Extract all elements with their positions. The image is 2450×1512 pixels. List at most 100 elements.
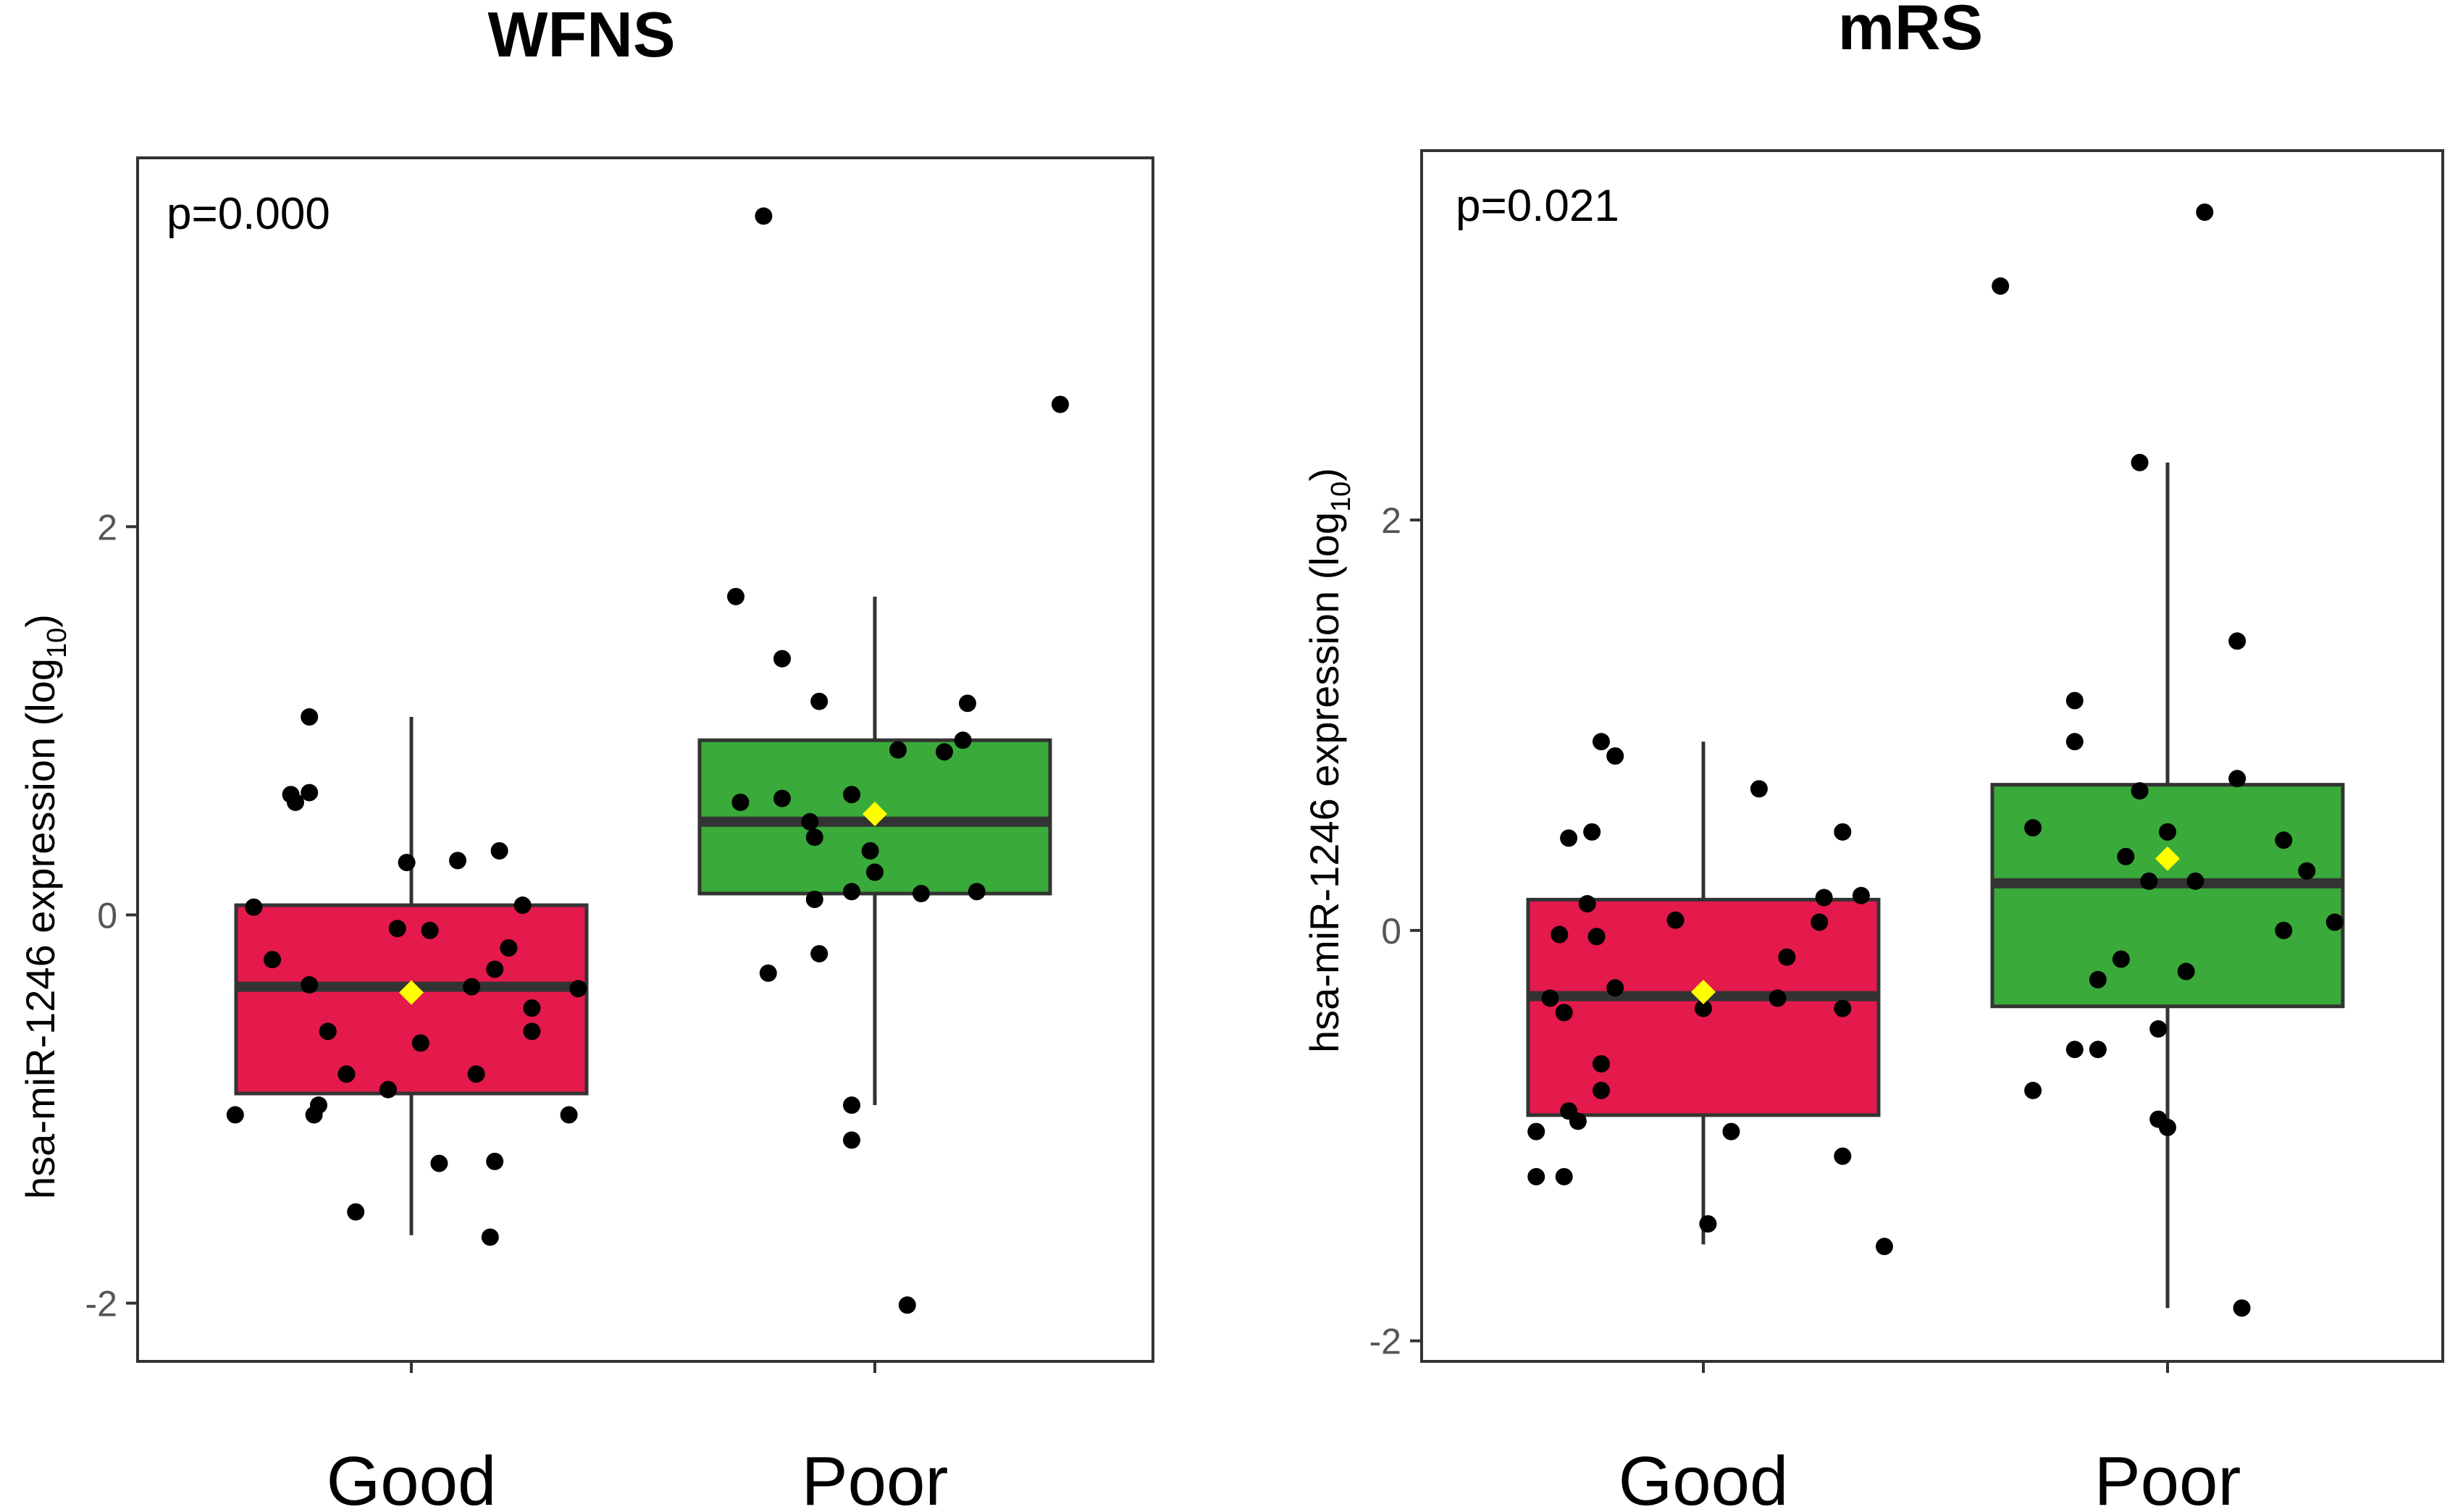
mrs-good-data-point [1592, 1081, 1610, 1099]
wfns-category-good: Good [327, 1442, 497, 1512]
mrs-poor-data-point [2065, 692, 2084, 710]
wfns-poor-data-point [936, 743, 953, 761]
wfns-good-data-point [379, 1080, 397, 1099]
mrs-good-data-point [1834, 999, 1852, 1017]
mrs-poor-data-point [2275, 921, 2293, 939]
wfns-good-data-point [347, 1203, 365, 1221]
mrs-ytick-label: -2 [1369, 1322, 1401, 1362]
wfns-poor-data-point [731, 793, 750, 811]
wfns-good-data-point [513, 896, 532, 915]
wfns-good-data-point [421, 921, 439, 939]
wfns-poor-data-point [843, 786, 860, 804]
mrs-poor-box [1990, 783, 2345, 1009]
mrs-good-data-point [1666, 911, 1685, 929]
mrs-good-data-point [1875, 1238, 1893, 1256]
mrs-poor-data-point [2228, 770, 2246, 788]
mrs-poor-data-point [2089, 970, 2107, 988]
wfns-good-data-point [463, 978, 481, 996]
mrs-poor-data-point [1992, 277, 2010, 295]
wfns-poor-data-point [913, 884, 930, 902]
mrs-good-data-point [1560, 829, 1578, 847]
wfns-poor-data-point [959, 694, 976, 713]
mrs-poor-data-point [2024, 819, 2042, 837]
wfns-poor-data-point [843, 1096, 860, 1114]
mrs-ylabel: hsa-miR-1246 expression (log10) [1301, 468, 1356, 1053]
mrs-good-data-point [1606, 747, 1624, 765]
wfns-good-data-point [226, 1106, 244, 1124]
mrs-poor-data-point [2140, 872, 2158, 890]
mrs-poor-data-point [2177, 962, 2195, 980]
wfns-good-data-point [319, 1022, 337, 1041]
wfns-poor-data-point [861, 841, 879, 860]
wfns-poor-data-point [810, 692, 828, 710]
wfns-poor-data-point [843, 1131, 860, 1149]
mrs-poor-data-point [2196, 203, 2214, 222]
wfns-poor-data-point [889, 741, 907, 759]
wfns-good-mean-marker [399, 980, 424, 1005]
mrs-ylabel-text: hsa-miR-1246 expression (log10) [1301, 468, 1356, 1053]
mrs-poor-data-point [2065, 733, 2084, 751]
mrs-good-data-point [1583, 823, 1601, 841]
wfns-good-data-point [310, 1096, 327, 1114]
wfns-good-data-point [490, 841, 508, 860]
wfns-good-data-point [301, 975, 319, 994]
mrs-plot-frame [1420, 149, 2444, 1363]
wfns-good-data-point [523, 999, 541, 1017]
wfns-panel: WFNS hsa-miR-1246 expression (log10) -2 0… [17, 0, 1154, 1512]
mrs-good-data-point [1551, 925, 1569, 944]
wfns-good-data-point [500, 939, 518, 957]
mrs-poor-data-point [2131, 782, 2149, 800]
mrs-poor-data-point [2065, 1041, 2084, 1059]
wfns-good-data-point [337, 1065, 356, 1083]
mrs-good-data-point [1592, 1055, 1610, 1073]
mrs-good-data-point [1555, 1167, 1573, 1185]
mrs-p-value: p=0.021 [1456, 181, 1619, 231]
mrs-poor-data-point [2275, 831, 2293, 849]
mrs-good-data-point [1769, 989, 1787, 1007]
wfns-good-data-point [398, 854, 416, 872]
mrs-good-data-point [1606, 979, 1624, 997]
mrs-good-data-point [1722, 1122, 1740, 1141]
mrs-poor-data-point [2024, 1081, 2042, 1099]
mrs-good-data-point [1578, 895, 1596, 913]
mrs-good-data-point [1815, 889, 1833, 907]
wfns-poor-data-point [805, 828, 823, 847]
mrs-good-data-point [1778, 948, 1796, 966]
wfns-poor-data-point [898, 1296, 916, 1314]
mrs-good-data-point [1695, 999, 1712, 1017]
mrs-good-mean-marker [1691, 979, 1716, 1004]
wfns-good-data-point [486, 960, 504, 978]
wfns-ytick-label: 0 [97, 895, 117, 936]
mrs-poor-data-point [2131, 453, 2149, 471]
wfns-poor-data-point [773, 789, 791, 807]
wfns-good-data-point [287, 793, 304, 811]
mrs-poor-data-point [2228, 632, 2246, 650]
wfns-poor-data-point [773, 650, 791, 668]
mrs-good-data-point [1527, 1167, 1545, 1185]
mrs-poor-data-point [2233, 1299, 2251, 1317]
wfns-p-value: p=0.000 [167, 189, 330, 239]
wfns-poor-data-point [954, 731, 972, 749]
mrs-ytick-label: 2 [1381, 500, 1401, 541]
wfns-poor-data-point [801, 812, 819, 831]
mrs-good-data-point [1555, 1004, 1573, 1022]
mrs-poor-data-point [2325, 913, 2344, 931]
wfns-poor-mean-marker [863, 802, 887, 827]
wfns-poor-data-point [1052, 395, 1069, 413]
mrs-panel: mRS hsa-miR-1246 expression (log10) -2 0 2… [1301, 0, 2444, 1512]
wfns-good-data-point [411, 1034, 429, 1052]
mrs-poor-data-point [2159, 823, 2176, 841]
wfns-poor-data-point [759, 964, 777, 982]
mrs-poor-data-point [2112, 950, 2130, 968]
mrs-poor-data-point [2159, 1118, 2176, 1136]
mrs-good-data-point [1750, 780, 1768, 798]
wfns-ylabel: hsa-miR-1246 expression (log10) [17, 614, 72, 1199]
wfns-poor-data-point [968, 883, 986, 901]
wfns-ylabel-text: hsa-miR-1246 expression (log10) [17, 614, 72, 1199]
mrs-good-data-point [1527, 1122, 1545, 1141]
mrs-category-good: Good [1619, 1442, 1789, 1512]
mrs-good-data-point [1592, 733, 1610, 751]
wfns-good-data-point [481, 1228, 499, 1246]
mrs-title: mRS [1838, 0, 1984, 63]
